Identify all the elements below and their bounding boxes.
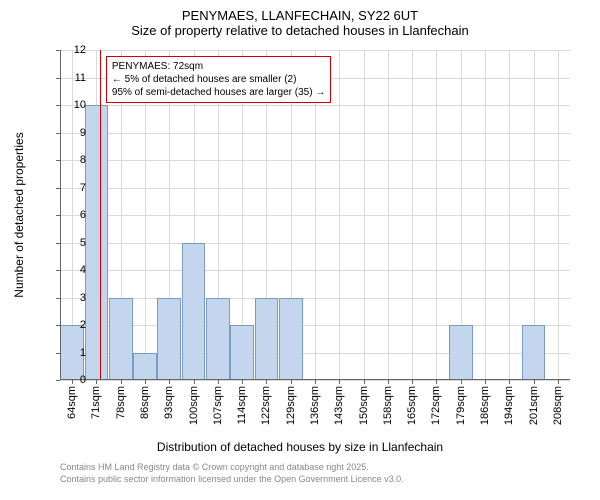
xtick-mark xyxy=(364,380,365,384)
gridline-v xyxy=(388,50,389,380)
bar xyxy=(182,243,206,381)
annotation-line-2: ← 5% of detached houses are smaller (2) xyxy=(112,73,325,86)
xtick-mark xyxy=(558,380,559,384)
gridline-v xyxy=(339,50,340,380)
xtick-label: 78sqm xyxy=(115,386,127,419)
bar xyxy=(449,325,473,380)
xtick-label: 186sqm xyxy=(479,386,491,425)
xtick-mark xyxy=(461,380,462,384)
xtick-label: 165sqm xyxy=(406,386,418,425)
xtick-label: 100sqm xyxy=(188,386,200,425)
xtick-label: 194sqm xyxy=(503,386,515,425)
xtick-mark xyxy=(436,380,437,384)
ytick-label: 8 xyxy=(46,154,86,166)
gridline-v xyxy=(485,50,486,380)
ytick-label: 2 xyxy=(46,319,86,331)
xtick-label: 201sqm xyxy=(528,386,540,425)
ytick-label: 9 xyxy=(46,127,86,139)
y-axis-label: Number of detached properties xyxy=(12,132,26,297)
xtick-mark xyxy=(194,380,195,384)
ytick-label: 6 xyxy=(46,209,86,221)
gridline-v xyxy=(436,50,437,380)
xtick-mark xyxy=(169,380,170,384)
bar xyxy=(230,325,254,380)
bar xyxy=(109,298,133,381)
title-line-1: PENYMAES, LLANFECHAIN, SY22 6UT xyxy=(0,0,600,23)
xtick-mark xyxy=(96,380,97,384)
xtick-mark xyxy=(339,380,340,384)
annotation-line-1: PENYMAES: 72sqm xyxy=(112,60,325,73)
xtick-label: 64sqm xyxy=(66,386,78,419)
ytick-label: 10 xyxy=(46,99,86,111)
annotation-box: PENYMAES: 72sqm← 5% of detached houses a… xyxy=(106,56,331,103)
xtick-label: 172sqm xyxy=(430,386,442,425)
xtick-label: 114sqm xyxy=(236,386,248,424)
xtick-mark xyxy=(485,380,486,384)
bar xyxy=(522,325,546,380)
xtick-mark xyxy=(315,380,316,384)
ytick-label: 3 xyxy=(46,292,86,304)
xtick-label: 143sqm xyxy=(333,386,345,425)
plot-area: PENYMAES: 72sqm← 5% of detached houses a… xyxy=(60,50,570,380)
xtick-label: 93sqm xyxy=(163,386,175,419)
bar xyxy=(133,353,157,381)
xtick-mark xyxy=(145,380,146,384)
footer-attribution: Contains HM Land Registry data © Crown c… xyxy=(60,462,404,485)
bar xyxy=(255,298,279,381)
xtick-mark xyxy=(121,380,122,384)
xtick-label: 208sqm xyxy=(552,386,564,425)
gridline-v xyxy=(558,50,559,380)
chart-container: PENYMAES, LLANFECHAIN, SY22 6UT Size of … xyxy=(0,0,600,500)
ytick-label: 12 xyxy=(46,44,86,56)
x-axis-label: Distribution of detached houses by size … xyxy=(0,440,600,454)
bar xyxy=(157,298,181,381)
xtick-mark xyxy=(388,380,389,384)
xtick-mark xyxy=(509,380,510,384)
xtick-label: 150sqm xyxy=(358,386,370,425)
ytick-label: 5 xyxy=(46,237,86,249)
bar xyxy=(279,298,303,381)
footer-line-1: Contains HM Land Registry data © Crown c… xyxy=(60,462,404,474)
footer-line-2: Contains public sector information licen… xyxy=(60,474,404,486)
reference-line xyxy=(100,50,101,380)
title-line-2: Size of property relative to detached ho… xyxy=(0,23,600,38)
xtick-label: 179sqm xyxy=(455,386,467,425)
xtick-mark xyxy=(218,380,219,384)
ytick-label: 11 xyxy=(46,72,86,84)
xtick-label: 158sqm xyxy=(382,386,394,425)
ytick-label: 1 xyxy=(46,347,86,359)
xtick-label: 122sqm xyxy=(260,386,272,425)
xtick-mark xyxy=(412,380,413,384)
xtick-mark xyxy=(291,380,292,384)
xtick-label: 71sqm xyxy=(90,386,102,419)
xtick-mark xyxy=(242,380,243,384)
annotation-line-3: 95% of semi-detached houses are larger (… xyxy=(112,86,325,99)
gridline-v xyxy=(364,50,365,380)
xtick-mark xyxy=(266,380,267,384)
ytick-label: 4 xyxy=(46,264,86,276)
ytick-label: 7 xyxy=(46,182,86,194)
xtick-label: 129sqm xyxy=(285,386,297,425)
bar xyxy=(85,105,109,380)
bar xyxy=(206,298,230,381)
ytick-label: 0 xyxy=(46,374,86,386)
xtick-mark xyxy=(534,380,535,384)
gridline-v xyxy=(509,50,510,380)
xtick-label: 86sqm xyxy=(139,386,151,419)
xtick-label: 136sqm xyxy=(309,386,321,425)
gridline-v xyxy=(412,50,413,380)
x-axis-line xyxy=(60,379,570,380)
xtick-label: 107sqm xyxy=(212,386,224,425)
